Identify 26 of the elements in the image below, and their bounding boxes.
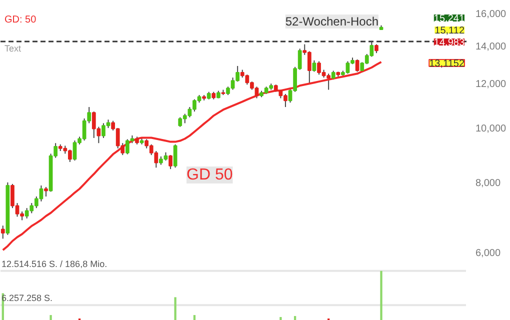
- y-tick-label: 12,000: [476, 79, 507, 90]
- ref-line-label: 52-Wochen-Hoch: [285, 14, 379, 28]
- bar: [380, 270, 382, 320]
- y-tick-label: 10,000: [476, 124, 507, 135]
- candlestick: [312, 60, 316, 72]
- y-tick-label: 6,000: [476, 248, 501, 259]
- candlestick: [173, 144, 178, 168]
- y-tick-label: 16,000: [476, 9, 507, 20]
- text: 14,983: [434, 38, 465, 48]
- annotation: GD 50: [186, 166, 233, 184]
- y-tick-label: 14,000: [476, 42, 507, 53]
- candlestick: [168, 154, 172, 170]
- bar: [280, 317, 282, 320]
- bar: [50, 315, 52, 320]
- candlestick: [0, 225, 5, 240]
- text: 15,241: [434, 14, 465, 24]
- ref-line-label: 12.514.516 S. / 186,8 Mio.: [2, 258, 108, 269]
- candlestick: [355, 58, 360, 72]
- bar: [294, 316, 296, 320]
- line-series: [2, 60, 382, 252]
- text: GD: 50: [4, 14, 37, 26]
- annotation: Text: [4, 44, 22, 54]
- bar: [193, 315, 196, 320]
- candlestick: [44, 186, 48, 198]
- bar: [174, 297, 176, 320]
- y-tick-label: 8,000: [476, 178, 501, 189]
